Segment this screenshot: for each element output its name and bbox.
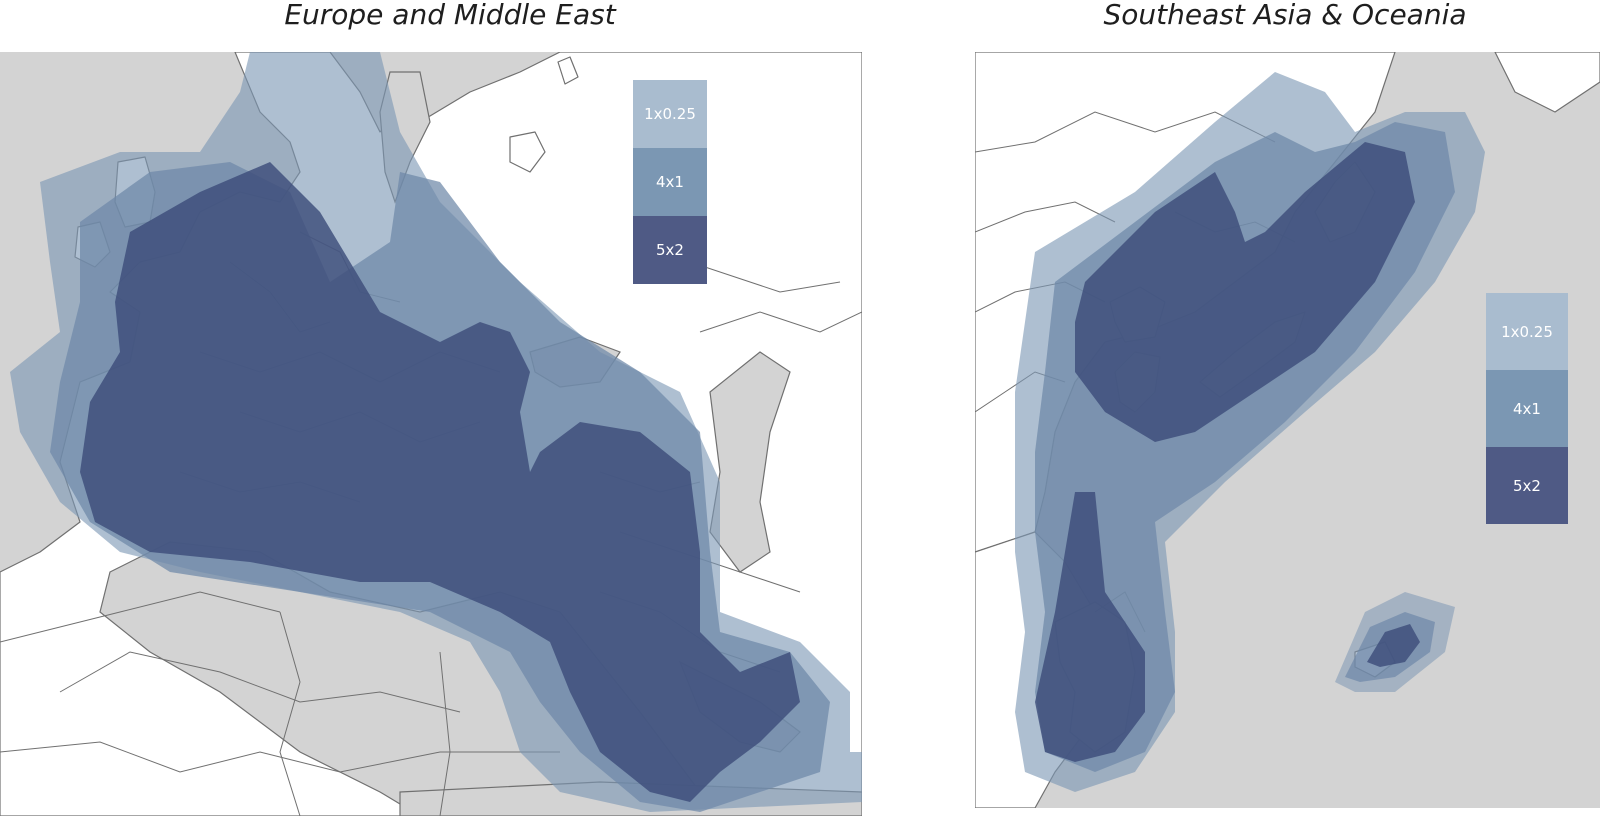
legend-4x1: 4x1: [633, 148, 707, 216]
legend-1x0.25: 1x0.25: [633, 80, 707, 148]
europe-map-legend: 1x0.25 4x1 5x2: [633, 80, 707, 284]
legend-5x2: 5x2: [1486, 447, 1568, 524]
coverage-5x2: [80, 162, 800, 802]
southeast-asia-oceania-map: [975, 52, 1600, 808]
coverage-layers: [10, 52, 862, 812]
coverage-5x2: [1075, 142, 1415, 442]
coverage-layers: [1015, 72, 1485, 792]
europe-middle-east-map: [0, 52, 862, 816]
legend-5x2: 5x2: [633, 216, 707, 284]
legend-1x0.25: 1x0.25: [1486, 293, 1568, 370]
asia-map-legend: 1x0.25 4x1 5x2: [1486, 293, 1568, 524]
europe-map-title: Europe and Middle East: [284, 0, 616, 31]
coverage-5x2-micronesia: [1367, 624, 1420, 667]
asia-map-title: Southeast Asia & Oceania: [1103, 0, 1467, 31]
coverage-5x2-philippines: [1035, 492, 1145, 762]
legend-4x1: 4x1: [1486, 370, 1568, 447]
